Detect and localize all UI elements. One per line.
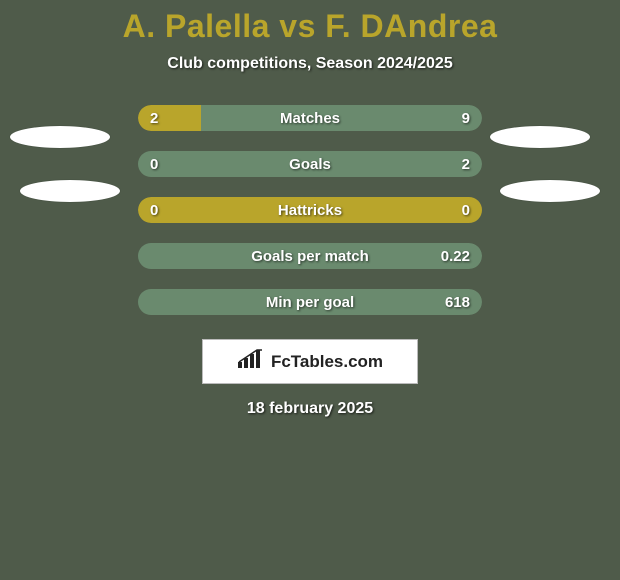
date-text: 18 february 2025 [0,400,620,418]
stat-value-right: 2 [462,151,470,177]
stat-label: Goals [138,151,482,177]
stat-value-right: 0 [462,197,470,223]
home-logo-1 [10,126,110,148]
stat-row: 0 Hattricks 0 [138,197,482,223]
away-logo-2 [500,180,600,202]
stat-value-right: 9 [462,105,470,131]
page-title: A. Palella vs F. DAndrea [0,0,620,45]
brand-link[interactable]: FcTables.com [202,339,418,384]
stage: A. Palella vs F. DAndrea Club competitio… [0,0,620,580]
stat-row: Min per goal 618 [138,289,482,315]
stat-label: Hattricks [138,197,482,223]
stat-value-right: 618 [445,289,470,315]
stats-bars: 2 Matches 9 0 Goals 2 0 Hattricks 0 Goal… [138,105,482,315]
subtitle: Club competitions, Season 2024/2025 [0,55,620,73]
stat-label: Min per goal [138,289,482,315]
stat-row: 2 Matches 9 [138,105,482,131]
brand-text: FcTables.com [271,352,383,372]
stat-row: Goals per match 0.22 [138,243,482,269]
barchart-icon [237,349,263,374]
home-logo-2 [20,180,120,202]
stat-label: Goals per match [138,243,482,269]
stat-row: 0 Goals 2 [138,151,482,177]
away-logo-1 [490,126,590,148]
stat-label: Matches [138,105,482,131]
stat-value-right: 0.22 [441,243,470,269]
